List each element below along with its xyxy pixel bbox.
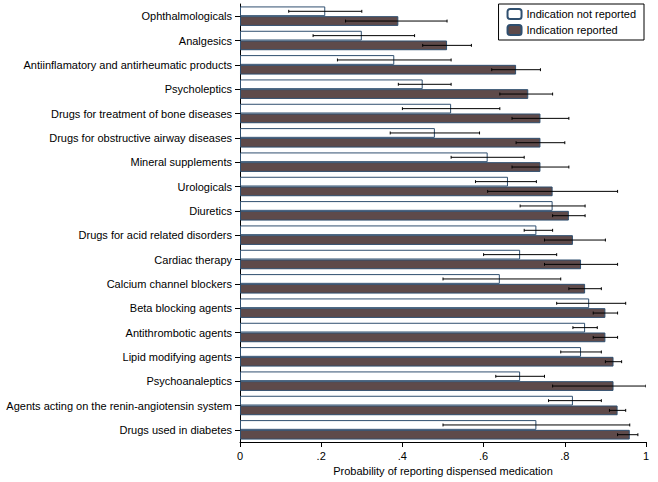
svg-text:Drugs for obstructive airway d: Drugs for obstructive airway diseases xyxy=(49,132,232,144)
svg-text:Antithrombotic agents: Antithrombotic agents xyxy=(126,327,233,339)
svg-text:Drugs used in diabetes: Drugs used in diabetes xyxy=(119,424,232,436)
svg-text:Beta blocking agents: Beta blocking agents xyxy=(130,302,233,314)
svg-text:1: 1 xyxy=(643,450,649,462)
svg-text:Indication not reported: Indication not reported xyxy=(527,8,636,20)
svg-text:.2: .2 xyxy=(317,450,326,462)
svg-text:.6: .6 xyxy=(479,450,488,462)
svg-text:Analgesics: Analgesics xyxy=(179,35,233,47)
svg-text:Indication reported: Indication reported xyxy=(527,24,618,36)
svg-text:Antiinflamatory and antirheuma: Antiinflamatory and antirheumatic produc… xyxy=(24,59,233,71)
svg-text:Probability of reporting dispe: Probability of reporting dispensed medic… xyxy=(333,465,553,477)
svg-text:Mineral supplements: Mineral supplements xyxy=(131,156,233,168)
svg-text:.4: .4 xyxy=(398,450,407,462)
svg-text:Urologicals: Urologicals xyxy=(178,181,233,193)
svg-text:Drugs for acid related disorde: Drugs for acid related disorders xyxy=(79,229,233,241)
svg-text:Ophthalmologicals: Ophthalmologicals xyxy=(142,10,233,22)
svg-text:0: 0 xyxy=(237,450,243,462)
svg-text:.8: .8 xyxy=(560,450,569,462)
svg-text:Cardiac therapy: Cardiac therapy xyxy=(154,254,232,266)
svg-text:Lipid modifying agents: Lipid modifying agents xyxy=(123,351,233,363)
svg-text:Diuretics: Diuretics xyxy=(189,205,232,217)
svg-text:Psycholeptics: Psycholeptics xyxy=(165,83,233,95)
svg-text:Agents acting on the renin-ang: Agents acting on the renin-angiotensin s… xyxy=(6,400,232,412)
svg-text:Drugs for treatment of bone di: Drugs for treatment of bone diseases xyxy=(51,108,232,120)
svg-text:Calcium channel blockers: Calcium channel blockers xyxy=(107,278,233,290)
svg-text:Psychoanaleptics: Psychoanaleptics xyxy=(146,375,232,387)
